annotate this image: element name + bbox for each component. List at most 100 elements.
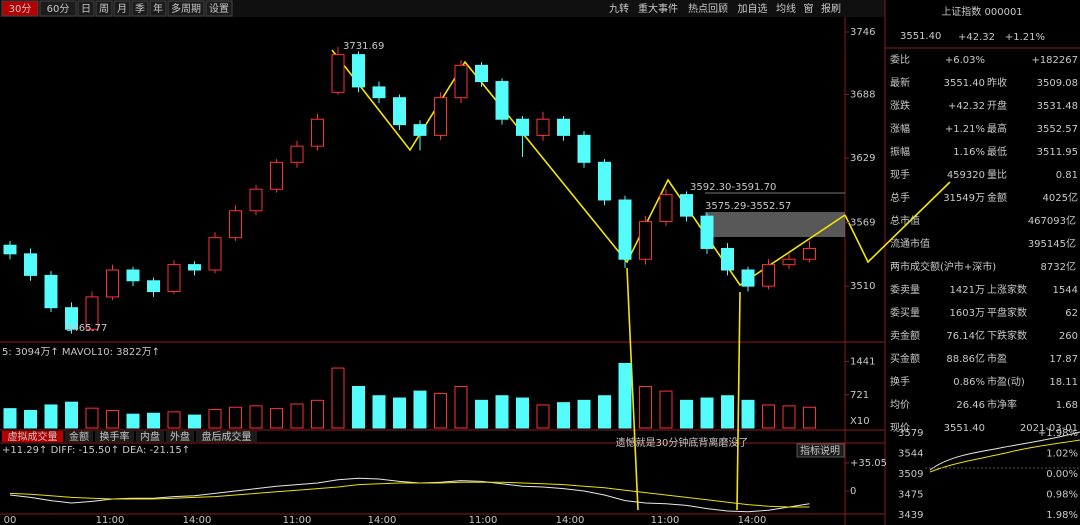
x-tick-label: 14:00 <box>556 515 585 525</box>
candle-body <box>3 244 17 255</box>
toolbar-button-bg[interactable] <box>149 0 167 17</box>
toolbar-button[interactable]: 周 <box>99 3 109 15</box>
volume-bar <box>434 392 447 429</box>
volume-bar <box>126 413 140 429</box>
candle-body <box>126 269 140 282</box>
candle-body <box>311 118 324 147</box>
candle-body <box>167 264 181 293</box>
quote-value: 18.11 <box>1049 377 1078 388</box>
quote-value: 3551.40 <box>944 423 985 434</box>
quote-label: 两市成交额(沪市+深市) <box>890 260 996 273</box>
quote-value: +6.03% <box>945 55 985 66</box>
toolbar-button[interactable]: 加自选 <box>738 2 768 15</box>
mini-axis-price: 3579 <box>898 428 923 439</box>
volume-bar <box>270 408 283 429</box>
tab-bg[interactable] <box>65 431 93 442</box>
tab[interactable]: 换手率 <box>100 430 130 443</box>
x-tick-label: 00 <box>4 515 17 525</box>
quote-value: 0.86% <box>953 377 985 388</box>
quote-value: 1421万 <box>950 285 985 296</box>
quote-label: 市盈 <box>987 352 1007 365</box>
toolbar-button[interactable]: 多周期 <box>171 2 201 15</box>
toolbar-button-bg[interactable] <box>1 0 39 17</box>
toolbar-button[interactable]: 年 <box>153 2 163 15</box>
toolbar-button[interactable]: 月 <box>117 3 127 15</box>
tab-bg[interactable] <box>166 431 194 442</box>
candle-body <box>639 221 652 260</box>
toolbar-button[interactable]: 均线 <box>776 2 796 15</box>
x-tick-label: 11:00 <box>469 515 498 525</box>
volume-bar <box>372 395 386 429</box>
indicator-button[interactable]: 指标说明 <box>800 444 840 457</box>
toolbar-button[interactable]: 季 <box>135 3 145 15</box>
quote-value: 1603万 <box>950 308 985 319</box>
toolbar-button[interactable]: 九转 <box>609 2 629 15</box>
tab-bg[interactable] <box>95 431 134 442</box>
candle-body <box>454 64 468 99</box>
quote-label: 总市值 <box>890 214 920 227</box>
volume-bar <box>803 406 816 429</box>
indicator-button-bg[interactable] <box>796 443 845 458</box>
toolbar-button[interactable]: 报刷 <box>821 2 841 15</box>
candle-body <box>762 264 775 287</box>
quote-value: 1.16% <box>953 147 985 158</box>
toolbar-button[interactable]: 重大事件 <box>638 2 678 15</box>
quote-label: 现手 <box>890 168 910 181</box>
candle-body <box>557 118 570 136</box>
tab[interactable]: 虚拟成交量 <box>8 430 58 443</box>
quote-value: +42.32 <box>948 101 985 112</box>
toolbar-button[interactable]: 60分 <box>47 3 70 15</box>
quote-value: +1.21% <box>945 124 985 135</box>
toolbar-button-bg[interactable] <box>167 0 205 17</box>
toolbar-button[interactable]: 窗 <box>804 2 814 15</box>
quote-value: 3509.08 <box>1037 78 1078 89</box>
candle-body <box>249 188 263 212</box>
quote-value: 4025亿 <box>1043 191 1078 204</box>
toolbar-button[interactable]: 热点回顾 <box>688 2 728 15</box>
volume-bar <box>639 386 652 429</box>
candle-body <box>208 237 222 271</box>
trend-line <box>331 49 846 287</box>
toolbar-button-bg[interactable] <box>39 0 77 17</box>
quote-label: 上涨家数 <box>987 283 1027 296</box>
candle-body <box>495 81 509 120</box>
toolbar-button-bg[interactable] <box>205 0 233 17</box>
toolbar-button[interactable]: 30分 <box>9 3 32 15</box>
macd-line <box>9 477 810 513</box>
volume-bar <box>352 386 365 429</box>
gap-zone <box>705 212 845 237</box>
volume-bar <box>413 390 427 429</box>
quote-label: 振幅 <box>890 145 910 158</box>
volume-bar <box>85 407 99 429</box>
quote-value: 62 <box>1065 308 1078 319</box>
volume-bar <box>741 399 755 429</box>
toolbar-button-bg[interactable] <box>77 0 95 17</box>
tab-bg[interactable] <box>2 431 63 442</box>
x-tick-label: 14:00 <box>738 515 767 525</box>
quote-value: 31549万 <box>943 193 985 204</box>
quote-price: 3551.40 <box>900 31 941 42</box>
quote-label: 下跌家数 <box>987 329 1027 342</box>
mini-axis-price: 3439 <box>898 510 923 521</box>
volume-bar <box>454 386 468 429</box>
quote-value: +182267 <box>1031 55 1078 66</box>
tab-bg[interactable] <box>196 431 257 442</box>
toolbar-button-bg[interactable] <box>95 0 113 17</box>
candle-body <box>536 118 550 136</box>
tab[interactable]: 外盘 <box>170 430 190 443</box>
toolbar-button[interactable]: 设置 <box>209 3 229 15</box>
toolbar-button[interactable]: 日 <box>81 4 91 15</box>
volume-unit: X10 <box>850 416 870 427</box>
toolbar-button-bg[interactable] <box>131 0 149 17</box>
x-tick-label: 11:00 <box>96 515 125 525</box>
toolbar-button-bg[interactable] <box>113 0 131 17</box>
quote-value: 76.14亿 <box>946 329 985 342</box>
volume-bar <box>659 390 673 429</box>
tab[interactable]: 内盘 <box>140 430 160 443</box>
candle-body <box>229 210 242 239</box>
candle-body <box>782 258 796 266</box>
tab-bg[interactable] <box>136 431 164 442</box>
tab[interactable]: 盘后成交量 <box>202 430 252 443</box>
quote-label: 委买量 <box>890 306 920 319</box>
tab[interactable]: 金额 <box>69 430 89 443</box>
